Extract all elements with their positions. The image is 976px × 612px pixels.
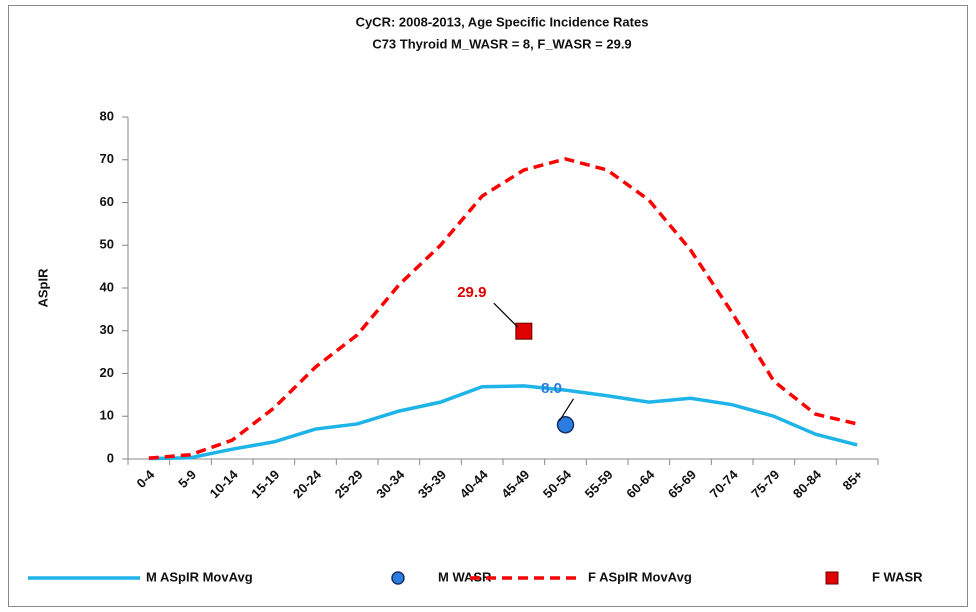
legend-label: M ASpIR MovAvg: [146, 569, 253, 584]
legend-swatch: [391, 571, 405, 585]
leader-line: [493, 302, 519, 328]
marker: [515, 322, 533, 340]
y-tick-label: 10: [100, 408, 114, 423]
data-label: 29.9: [457, 284, 486, 301]
y-tick-label: 0: [107, 450, 114, 465]
legend-swatch: [825, 571, 839, 585]
legend-label: F WASR: [872, 569, 923, 584]
y-tick-label: 70: [100, 151, 114, 166]
y-tick-label: 50: [100, 237, 114, 252]
y-tick-label: 60: [100, 194, 114, 209]
chart-title: CyCR: 2008-2013, Age Specific Incidence …: [356, 14, 649, 29]
series-line: [148, 384, 858, 461]
chart-subtitle: C73 Thyroid M_WASR = 8, F_WASR = 29.9: [372, 36, 631, 51]
leader-line: [558, 398, 575, 422]
y-tick-label: 80: [100, 108, 114, 123]
y-axis-label: ASpIR: [35, 268, 50, 308]
data-label: 8.0: [541, 380, 562, 397]
marker: [556, 416, 575, 434]
y-tick-label: 40: [100, 279, 114, 294]
legend-label: M WASR: [438, 569, 492, 584]
series-line: [148, 157, 858, 460]
y-tick-label: 30: [100, 322, 114, 337]
y-tick-label: 20: [100, 365, 114, 380]
chart-border: [8, 5, 968, 607]
legend-label: F ASpIR MovAvg: [588, 569, 692, 584]
